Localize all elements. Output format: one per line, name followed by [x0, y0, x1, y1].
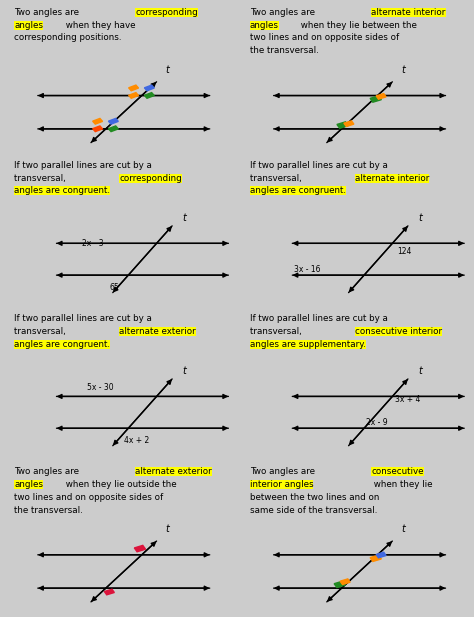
- Text: angles are supplementary.: angles are supplementary.: [250, 339, 365, 349]
- Text: 3x - 16: 3x - 16: [294, 265, 320, 274]
- Text: Two angles are: Two angles are: [250, 467, 318, 476]
- Text: t: t: [418, 366, 422, 376]
- Text: corresponding positions.: corresponding positions.: [14, 33, 121, 43]
- Bar: [370, 555, 382, 561]
- Text: corresponding: corresponding: [119, 173, 182, 183]
- Text: alternate exterior: alternate exterior: [136, 467, 212, 476]
- Text: t: t: [401, 65, 405, 75]
- Text: Two angles are: Two angles are: [14, 7, 82, 17]
- Text: t: t: [182, 213, 186, 223]
- Text: 4x + 2: 4x + 2: [124, 436, 149, 445]
- Text: 65: 65: [109, 283, 119, 292]
- Bar: [344, 121, 354, 126]
- Bar: [128, 93, 138, 98]
- Text: transversal,: transversal,: [250, 326, 304, 336]
- Bar: [145, 93, 154, 98]
- Text: angles are congruent.: angles are congruent.: [14, 186, 110, 196]
- Text: 2x - 9: 2x - 9: [366, 418, 388, 427]
- Text: angles are congruent.: angles are congruent.: [14, 339, 110, 349]
- Text: the transversal.: the transversal.: [14, 505, 83, 515]
- Text: t: t: [418, 213, 422, 223]
- Bar: [334, 581, 346, 587]
- Text: 5x - 30: 5x - 30: [87, 383, 113, 392]
- Text: Two angles are: Two angles are: [250, 7, 318, 17]
- Text: If two parallel lines are cut by a: If two parallel lines are cut by a: [250, 314, 388, 323]
- Text: If two parallel lines are cut by a: If two parallel lines are cut by a: [14, 160, 152, 170]
- Text: angles: angles: [14, 480, 43, 489]
- Text: If two parallel lines are cut by a: If two parallel lines are cut by a: [14, 314, 152, 323]
- Text: when they have: when they have: [63, 20, 135, 30]
- Text: transversal,: transversal,: [250, 173, 304, 183]
- Text: alternate interior: alternate interior: [371, 7, 446, 17]
- Text: alternate exterior: alternate exterior: [119, 326, 196, 336]
- Text: consecutive: consecutive: [371, 467, 424, 476]
- Text: transversal,: transversal,: [14, 173, 69, 183]
- Bar: [104, 589, 114, 595]
- Text: angles: angles: [14, 20, 43, 30]
- Text: the transversal.: the transversal.: [250, 46, 319, 56]
- Bar: [145, 85, 154, 91]
- Text: two lines and on opposite sides of: two lines and on opposite sides of: [14, 492, 163, 502]
- Text: corresponding: corresponding: [136, 7, 198, 17]
- Bar: [376, 94, 386, 99]
- Text: Two angles are: Two angles are: [14, 467, 82, 476]
- Text: angles: angles: [250, 20, 279, 30]
- Text: alternate interior: alternate interior: [355, 173, 429, 183]
- Text: when they lie between the: when they lie between the: [298, 20, 417, 30]
- Text: when they lie outside the: when they lie outside the: [63, 480, 176, 489]
- Text: between the two lines and on: between the two lines and on: [250, 492, 379, 502]
- Text: 124: 124: [397, 247, 411, 256]
- Bar: [109, 118, 118, 124]
- Text: transversal,: transversal,: [14, 326, 69, 336]
- Text: t: t: [166, 524, 170, 534]
- Bar: [134, 545, 146, 552]
- Bar: [340, 579, 350, 584]
- Text: two lines and on opposite sides of: two lines and on opposite sides of: [250, 33, 399, 43]
- Bar: [128, 85, 138, 91]
- Text: same side of the transversal.: same side of the transversal.: [250, 505, 377, 515]
- Bar: [92, 118, 102, 124]
- Bar: [376, 552, 386, 558]
- Text: interior angles: interior angles: [250, 480, 313, 489]
- Text: when they lie: when they lie: [371, 480, 433, 489]
- Text: t: t: [166, 65, 170, 75]
- Text: 3x + 4: 3x + 4: [395, 395, 420, 405]
- Text: consecutive interior: consecutive interior: [355, 326, 442, 336]
- Bar: [337, 122, 348, 128]
- Text: angles are congruent.: angles are congruent.: [250, 186, 346, 196]
- Bar: [92, 126, 102, 131]
- Bar: [109, 126, 118, 131]
- Text: 2x - 3: 2x - 3: [82, 239, 103, 249]
- Text: If two parallel lines are cut by a: If two parallel lines are cut by a: [250, 160, 388, 170]
- Bar: [370, 96, 382, 102]
- Text: t: t: [401, 524, 405, 534]
- Text: t: t: [182, 366, 186, 376]
